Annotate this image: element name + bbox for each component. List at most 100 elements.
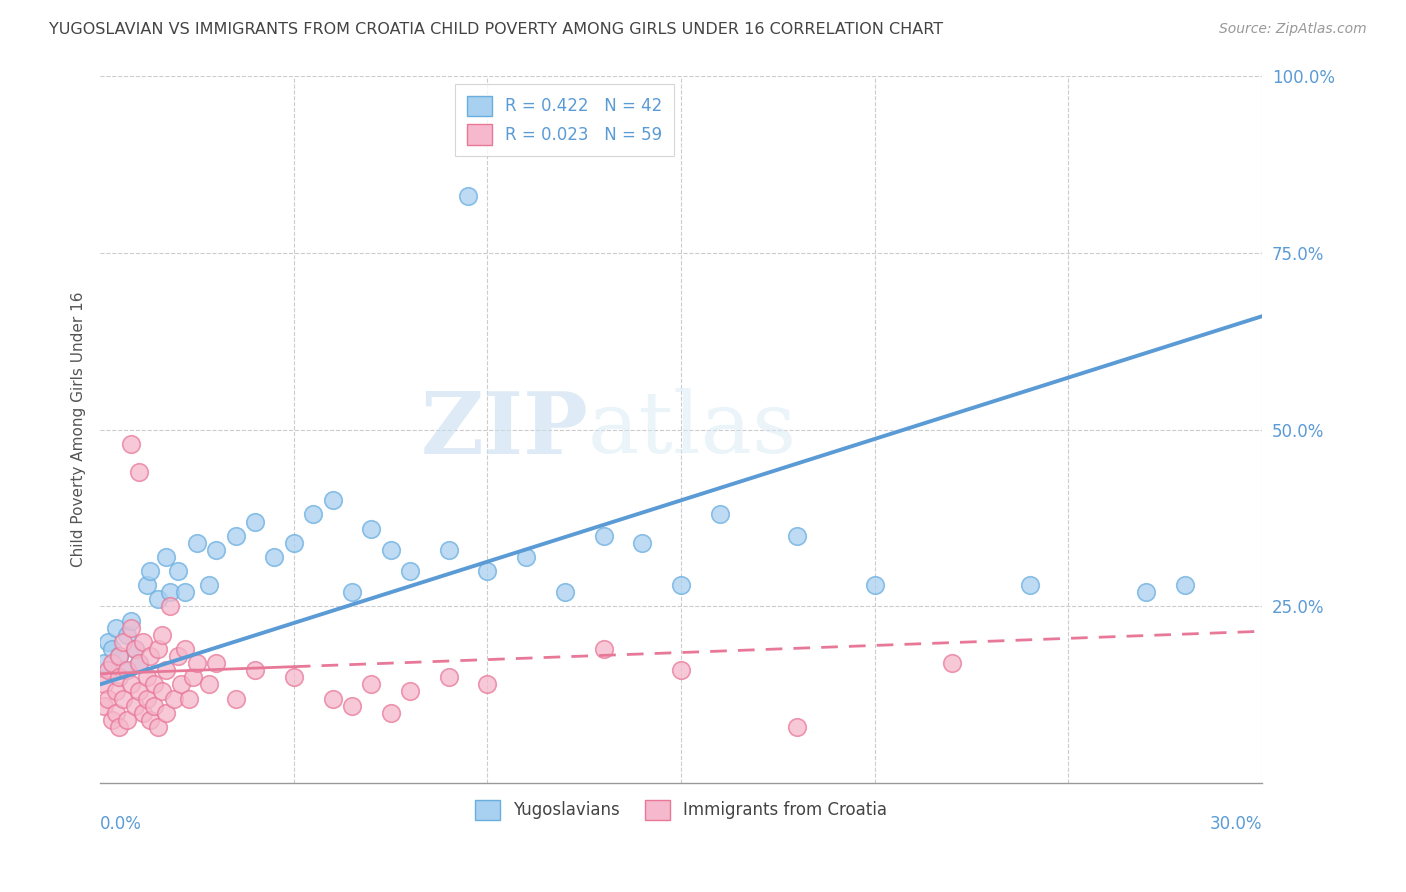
Point bbox=[108, 670, 131, 684]
Point bbox=[1018, 578, 1040, 592]
Point bbox=[340, 585, 363, 599]
Point bbox=[128, 465, 150, 479]
Point bbox=[148, 642, 170, 657]
Point bbox=[592, 529, 614, 543]
Point bbox=[669, 663, 692, 677]
Point bbox=[515, 549, 537, 564]
Point bbox=[786, 720, 808, 734]
Point bbox=[380, 542, 402, 557]
Point bbox=[112, 663, 135, 677]
Point bbox=[399, 684, 422, 698]
Point bbox=[340, 698, 363, 713]
Point bbox=[786, 529, 808, 543]
Point bbox=[197, 578, 219, 592]
Point bbox=[115, 628, 138, 642]
Point bbox=[97, 635, 120, 649]
Point bbox=[174, 642, 197, 657]
Point bbox=[100, 713, 122, 727]
Point bbox=[100, 642, 122, 657]
Point bbox=[104, 706, 127, 720]
Text: YUGOSLAVIAN VS IMMIGRANTS FROM CROATIA CHILD POVERTY AMONG GIRLS UNDER 16 CORREL: YUGOSLAVIAN VS IMMIGRANTS FROM CROATIA C… bbox=[49, 22, 943, 37]
Point bbox=[120, 677, 142, 691]
Point bbox=[104, 621, 127, 635]
Point bbox=[143, 677, 166, 691]
Point bbox=[128, 656, 150, 670]
Point bbox=[124, 698, 146, 713]
Point bbox=[135, 670, 157, 684]
Point bbox=[128, 656, 150, 670]
Point bbox=[97, 691, 120, 706]
Point bbox=[863, 578, 886, 592]
Point bbox=[139, 564, 162, 578]
Point bbox=[148, 592, 170, 607]
Point bbox=[120, 436, 142, 450]
Point bbox=[283, 670, 305, 684]
Point bbox=[166, 564, 188, 578]
Point bbox=[159, 599, 181, 614]
Point bbox=[380, 706, 402, 720]
Point bbox=[283, 535, 305, 549]
Text: ZIP: ZIP bbox=[420, 387, 588, 472]
Text: Source: ZipAtlas.com: Source: ZipAtlas.com bbox=[1219, 22, 1367, 37]
Point bbox=[108, 648, 131, 663]
Point bbox=[120, 621, 142, 635]
Point bbox=[170, 677, 193, 691]
Point bbox=[93, 656, 115, 670]
Point bbox=[128, 684, 150, 698]
Point bbox=[321, 691, 343, 706]
Point bbox=[174, 585, 197, 599]
Point bbox=[139, 713, 162, 727]
Point bbox=[477, 564, 499, 578]
Point bbox=[1174, 578, 1197, 592]
Point bbox=[93, 698, 115, 713]
Point bbox=[135, 578, 157, 592]
Point bbox=[205, 656, 228, 670]
Point bbox=[104, 684, 127, 698]
Point bbox=[135, 691, 157, 706]
Point bbox=[179, 691, 201, 706]
Text: 30.0%: 30.0% bbox=[1209, 815, 1263, 833]
Point bbox=[243, 515, 266, 529]
Text: 0.0%: 0.0% bbox=[100, 815, 142, 833]
Point bbox=[457, 189, 479, 203]
Point bbox=[181, 670, 204, 684]
Point bbox=[93, 677, 115, 691]
Point bbox=[243, 663, 266, 677]
Point bbox=[112, 691, 135, 706]
Point bbox=[155, 706, 177, 720]
Point bbox=[166, 648, 188, 663]
Point bbox=[186, 656, 208, 670]
Y-axis label: Child Poverty Among Girls Under 16: Child Poverty Among Girls Under 16 bbox=[72, 292, 86, 567]
Point bbox=[100, 656, 122, 670]
Point bbox=[150, 684, 173, 698]
Point bbox=[148, 720, 170, 734]
Point bbox=[108, 720, 131, 734]
Point bbox=[709, 508, 731, 522]
Point bbox=[120, 614, 142, 628]
Point bbox=[163, 691, 186, 706]
Point bbox=[1135, 585, 1157, 599]
Point bbox=[186, 535, 208, 549]
Point bbox=[437, 670, 460, 684]
Point bbox=[115, 663, 138, 677]
Point bbox=[554, 585, 576, 599]
Point bbox=[360, 677, 382, 691]
Point bbox=[263, 549, 285, 564]
Point bbox=[302, 508, 325, 522]
Point bbox=[159, 585, 181, 599]
Point bbox=[155, 663, 177, 677]
Point bbox=[139, 648, 162, 663]
Point bbox=[477, 677, 499, 691]
Point bbox=[124, 642, 146, 657]
Text: atlas: atlas bbox=[588, 388, 797, 471]
Point bbox=[399, 564, 422, 578]
Point bbox=[124, 642, 146, 657]
Point bbox=[225, 529, 247, 543]
Point bbox=[592, 642, 614, 657]
Point bbox=[631, 535, 654, 549]
Point bbox=[669, 578, 692, 592]
Point bbox=[197, 677, 219, 691]
Point bbox=[108, 648, 131, 663]
Point bbox=[321, 493, 343, 508]
Point bbox=[115, 713, 138, 727]
